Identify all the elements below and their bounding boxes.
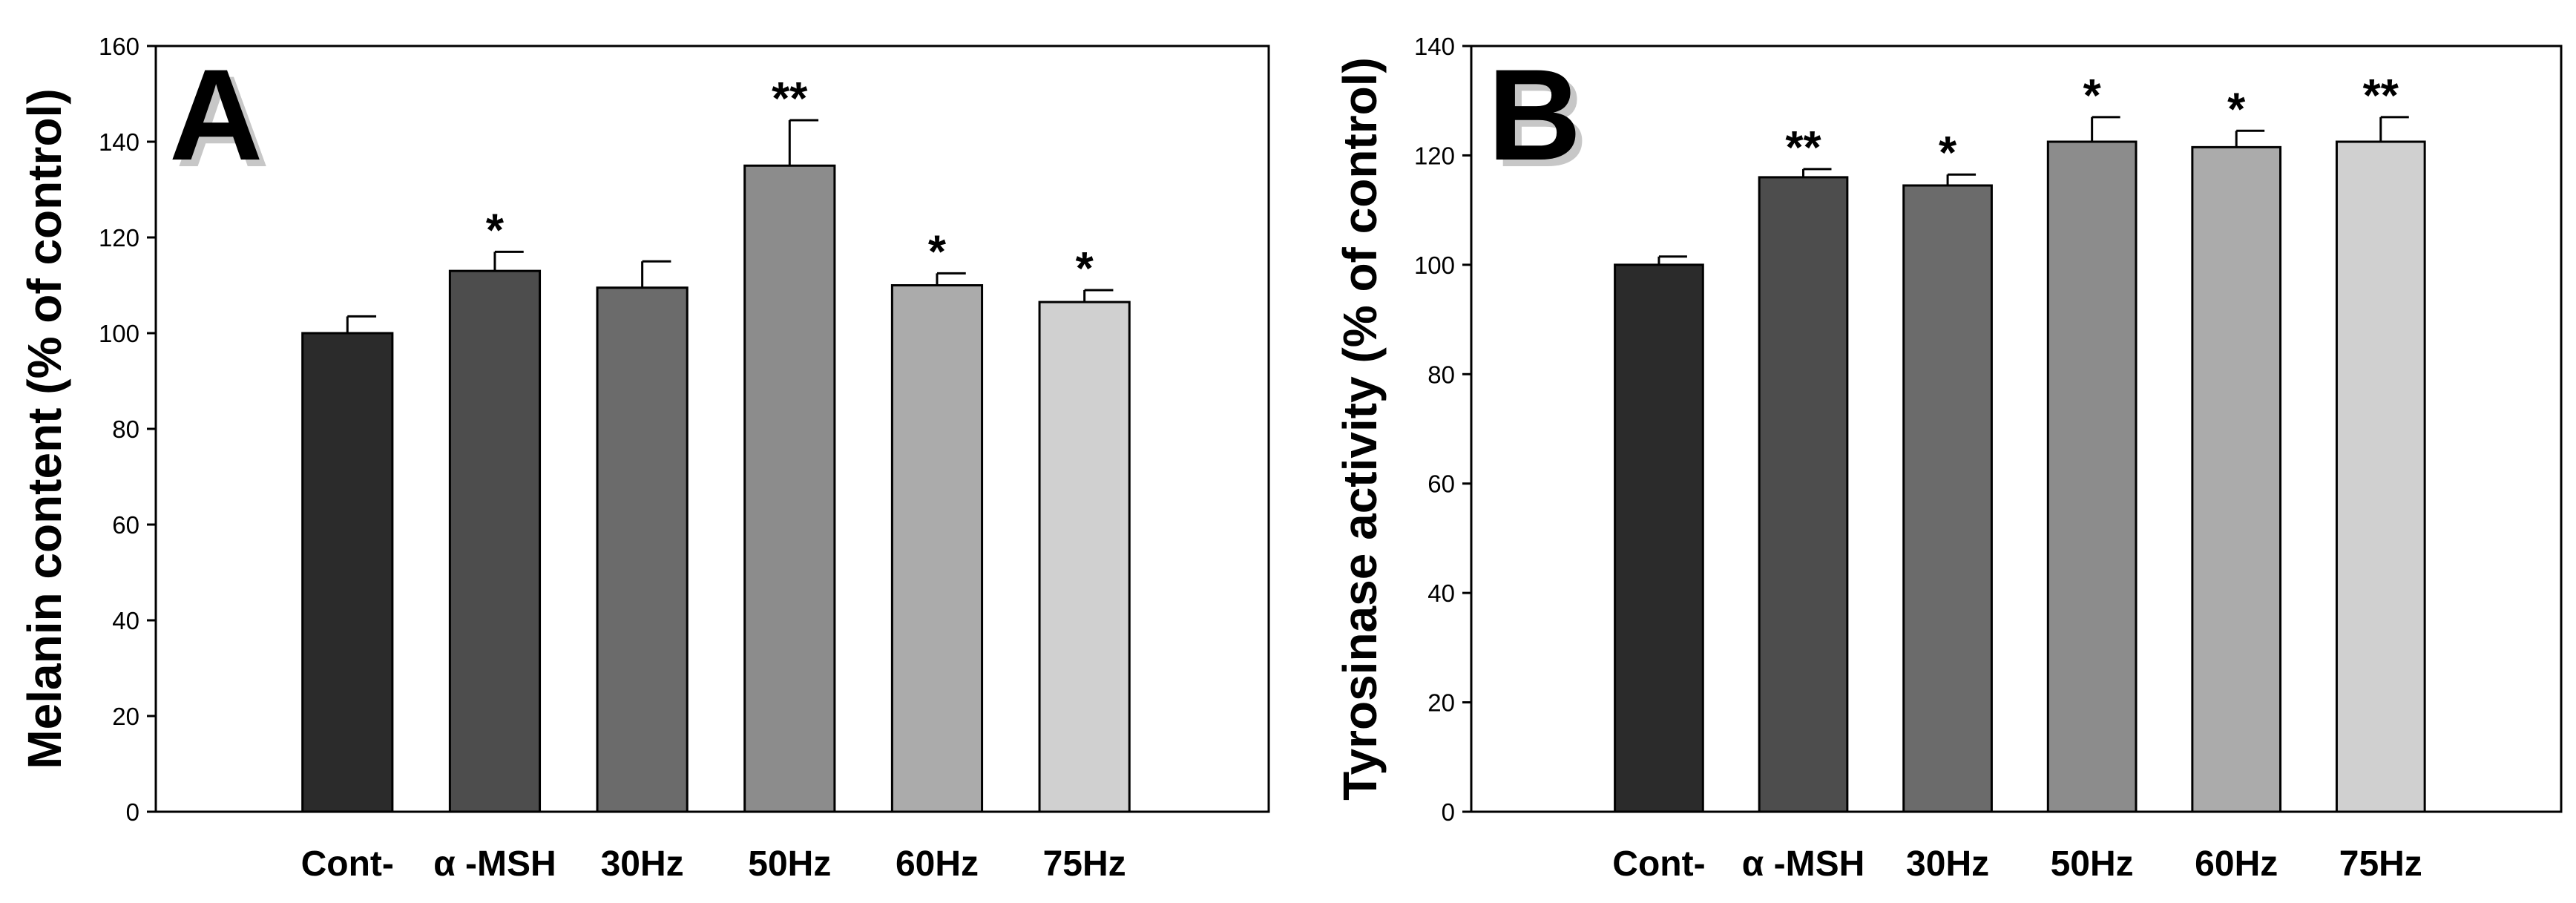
category-label-2: α -MSH bbox=[433, 844, 556, 884]
category-label-3: 30Hz bbox=[1906, 844, 1989, 884]
plot-frame bbox=[1470, 45, 2563, 813]
category-label-6: 75Hz bbox=[1043, 844, 1126, 884]
y-axis-title: Melanin content (% of control) bbox=[18, 88, 71, 769]
bar-5 bbox=[890, 284, 984, 813]
category-label-1: Cont- bbox=[1612, 844, 1705, 884]
category-label-5: 60Hz bbox=[896, 844, 979, 884]
significance-marker-4: ** bbox=[772, 73, 808, 125]
y-tick-label: 40 bbox=[1427, 579, 1455, 607]
panel-letter: A bbox=[169, 43, 263, 188]
bar-6 bbox=[2335, 140, 2426, 813]
significance-marker-5: * bbox=[2227, 84, 2246, 135]
category-label-4: 50Hz bbox=[2051, 844, 2134, 884]
y-tick-label: 120 bbox=[1414, 142, 1455, 169]
y-tick-label: 40 bbox=[112, 607, 139, 634]
bar-6 bbox=[1038, 301, 1131, 813]
panel-letter-shadow: B bbox=[1494, 50, 1588, 194]
bar-4 bbox=[2046, 140, 2138, 813]
bar-1 bbox=[1614, 263, 1704, 813]
category-label-2: α -MSH bbox=[1742, 844, 1865, 884]
y-axis-title: Tyrosinase activity (% of control) bbox=[1333, 57, 1387, 801]
y-tick-label: 140 bbox=[1414, 33, 1455, 60]
significance-marker-3: * bbox=[1939, 128, 1957, 179]
y-tick-label: 0 bbox=[1442, 798, 1455, 826]
y-tick-label: 20 bbox=[1427, 689, 1455, 717]
bar-2 bbox=[448, 269, 542, 813]
y-tick-label: 160 bbox=[99, 33, 139, 60]
panel-letter: B bbox=[1488, 43, 1581, 188]
significance-marker-5: * bbox=[928, 226, 947, 278]
significance-marker-2: ** bbox=[1785, 122, 1821, 174]
bar-4 bbox=[743, 164, 836, 813]
y-tick-label: 0 bbox=[126, 798, 139, 826]
bar-2 bbox=[1758, 176, 1849, 813]
bar-1 bbox=[301, 332, 394, 813]
y-tick-label: 140 bbox=[99, 128, 139, 156]
y-tick-label: 100 bbox=[99, 320, 139, 347]
panel-b: 0 20 40 60 80 100 120 140 Cont- ** α -MSH * 30Hz * 50H… bbox=[1333, 33, 2563, 884]
y-tick-label: 120 bbox=[99, 224, 139, 252]
category-label-1: Cont- bbox=[301, 844, 394, 884]
category-label-6: 75Hz bbox=[2339, 844, 2422, 884]
y-tick-label: 60 bbox=[1427, 470, 1455, 498]
y-tick-label: 80 bbox=[112, 416, 139, 443]
bar-3 bbox=[1902, 184, 1993, 813]
bar-3 bbox=[596, 286, 689, 813]
significance-marker-4: * bbox=[2083, 70, 2102, 122]
significance-marker-2: * bbox=[486, 205, 505, 256]
category-label-3: 30Hz bbox=[601, 844, 684, 884]
category-label-5: 60Hz bbox=[2195, 844, 2278, 884]
bar-5 bbox=[2191, 145, 2282, 813]
y-tick-label: 60 bbox=[112, 511, 139, 539]
y-tick-label: 80 bbox=[1427, 361, 1455, 388]
panel-letter-shadow: A bbox=[176, 50, 269, 194]
y-tick-label: 100 bbox=[1414, 252, 1455, 279]
significance-marker-6: ** bbox=[2363, 70, 2399, 122]
category-label-4: 50Hz bbox=[748, 844, 831, 884]
significance-marker-6: * bbox=[1076, 243, 1094, 295]
y-tick-label: 20 bbox=[112, 703, 139, 730]
